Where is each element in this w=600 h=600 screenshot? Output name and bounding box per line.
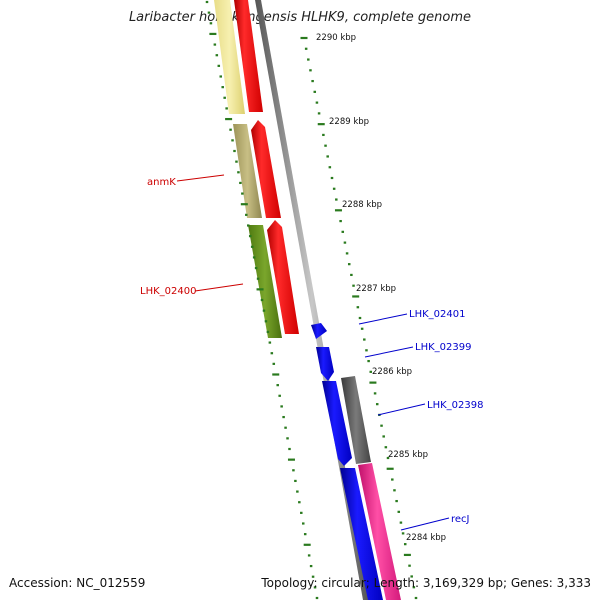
cds-blue-LHK-02399 — [316, 347, 334, 381]
gene-label-LHK-02400: LHK_02400 — [140, 286, 196, 297]
leader-line-LHK_02398 — [377, 403, 426, 416]
scale-label-2289: 2289 kbp — [329, 117, 369, 127]
scale-label-2287: 2287 kbp — [356, 284, 396, 294]
gene-label-LHK-02399: LHK_02399 — [415, 342, 471, 353]
leader-line-recJ — [400, 517, 450, 531]
leader-line-anmK — [176, 174, 225, 182]
scale-label-2284: 2284 kbp — [406, 533, 446, 543]
cds-red-1 — [234, 0, 263, 112]
leader-line-LHK_02399 — [364, 346, 414, 358]
scale-tick-track — [205, 0, 418, 600]
gene-label-LHK-02398: LHK_02398 — [427, 400, 483, 411]
cds-blue-LHK-02401 — [311, 323, 327, 339]
map-title: Laribacter hongkongensis HLHK9, complete… — [128, 10, 472, 25]
cds-red-2 — [251, 120, 281, 218]
scale-label-2286: 2286 kbp — [372, 367, 412, 377]
scale-label-2290: 2290 kbp — [316, 33, 356, 43]
gene-block-anmK — [233, 124, 262, 218]
gene-label-recJ: recJ — [451, 514, 470, 525]
gene-block-yellow — [214, 0, 245, 114]
gene-labels: anmK LHK_02400 LHK_02401 LHK_02399 LHK_0… — [140, 177, 483, 525]
cds-red-3 — [267, 220, 299, 334]
scale-label-2288: 2288 kbp — [342, 200, 382, 210]
leader-line-LHK_02400 — [194, 283, 244, 292]
leader-line-LHK_02401 — [358, 313, 408, 325]
cds-pink-recJ — [358, 463, 401, 600]
gene-label-LHK-02401: LHK_02401 — [409, 309, 465, 320]
cds-blue-4 — [340, 468, 383, 600]
gene-label-anmK: anmK — [147, 177, 176, 188]
scale-label-2285: 2285 kbp — [388, 450, 428, 460]
gene-block-LHK-02400 — [248, 225, 282, 338]
accession-text: Accession: NC_012559 — [9, 576, 146, 590]
genome-summary-text: Topology: circular; Length: 3,169,329 bp… — [261, 576, 591, 590]
cds-gray-LHK-02398 — [341, 376, 371, 464]
scale-labels: 2290 kbp 2289 kbp 2288 kbp 2287 kbp 2286… — [316, 33, 446, 543]
gene-label-leaders — [176, 174, 450, 531]
cds-blue-3 — [322, 381, 352, 466]
